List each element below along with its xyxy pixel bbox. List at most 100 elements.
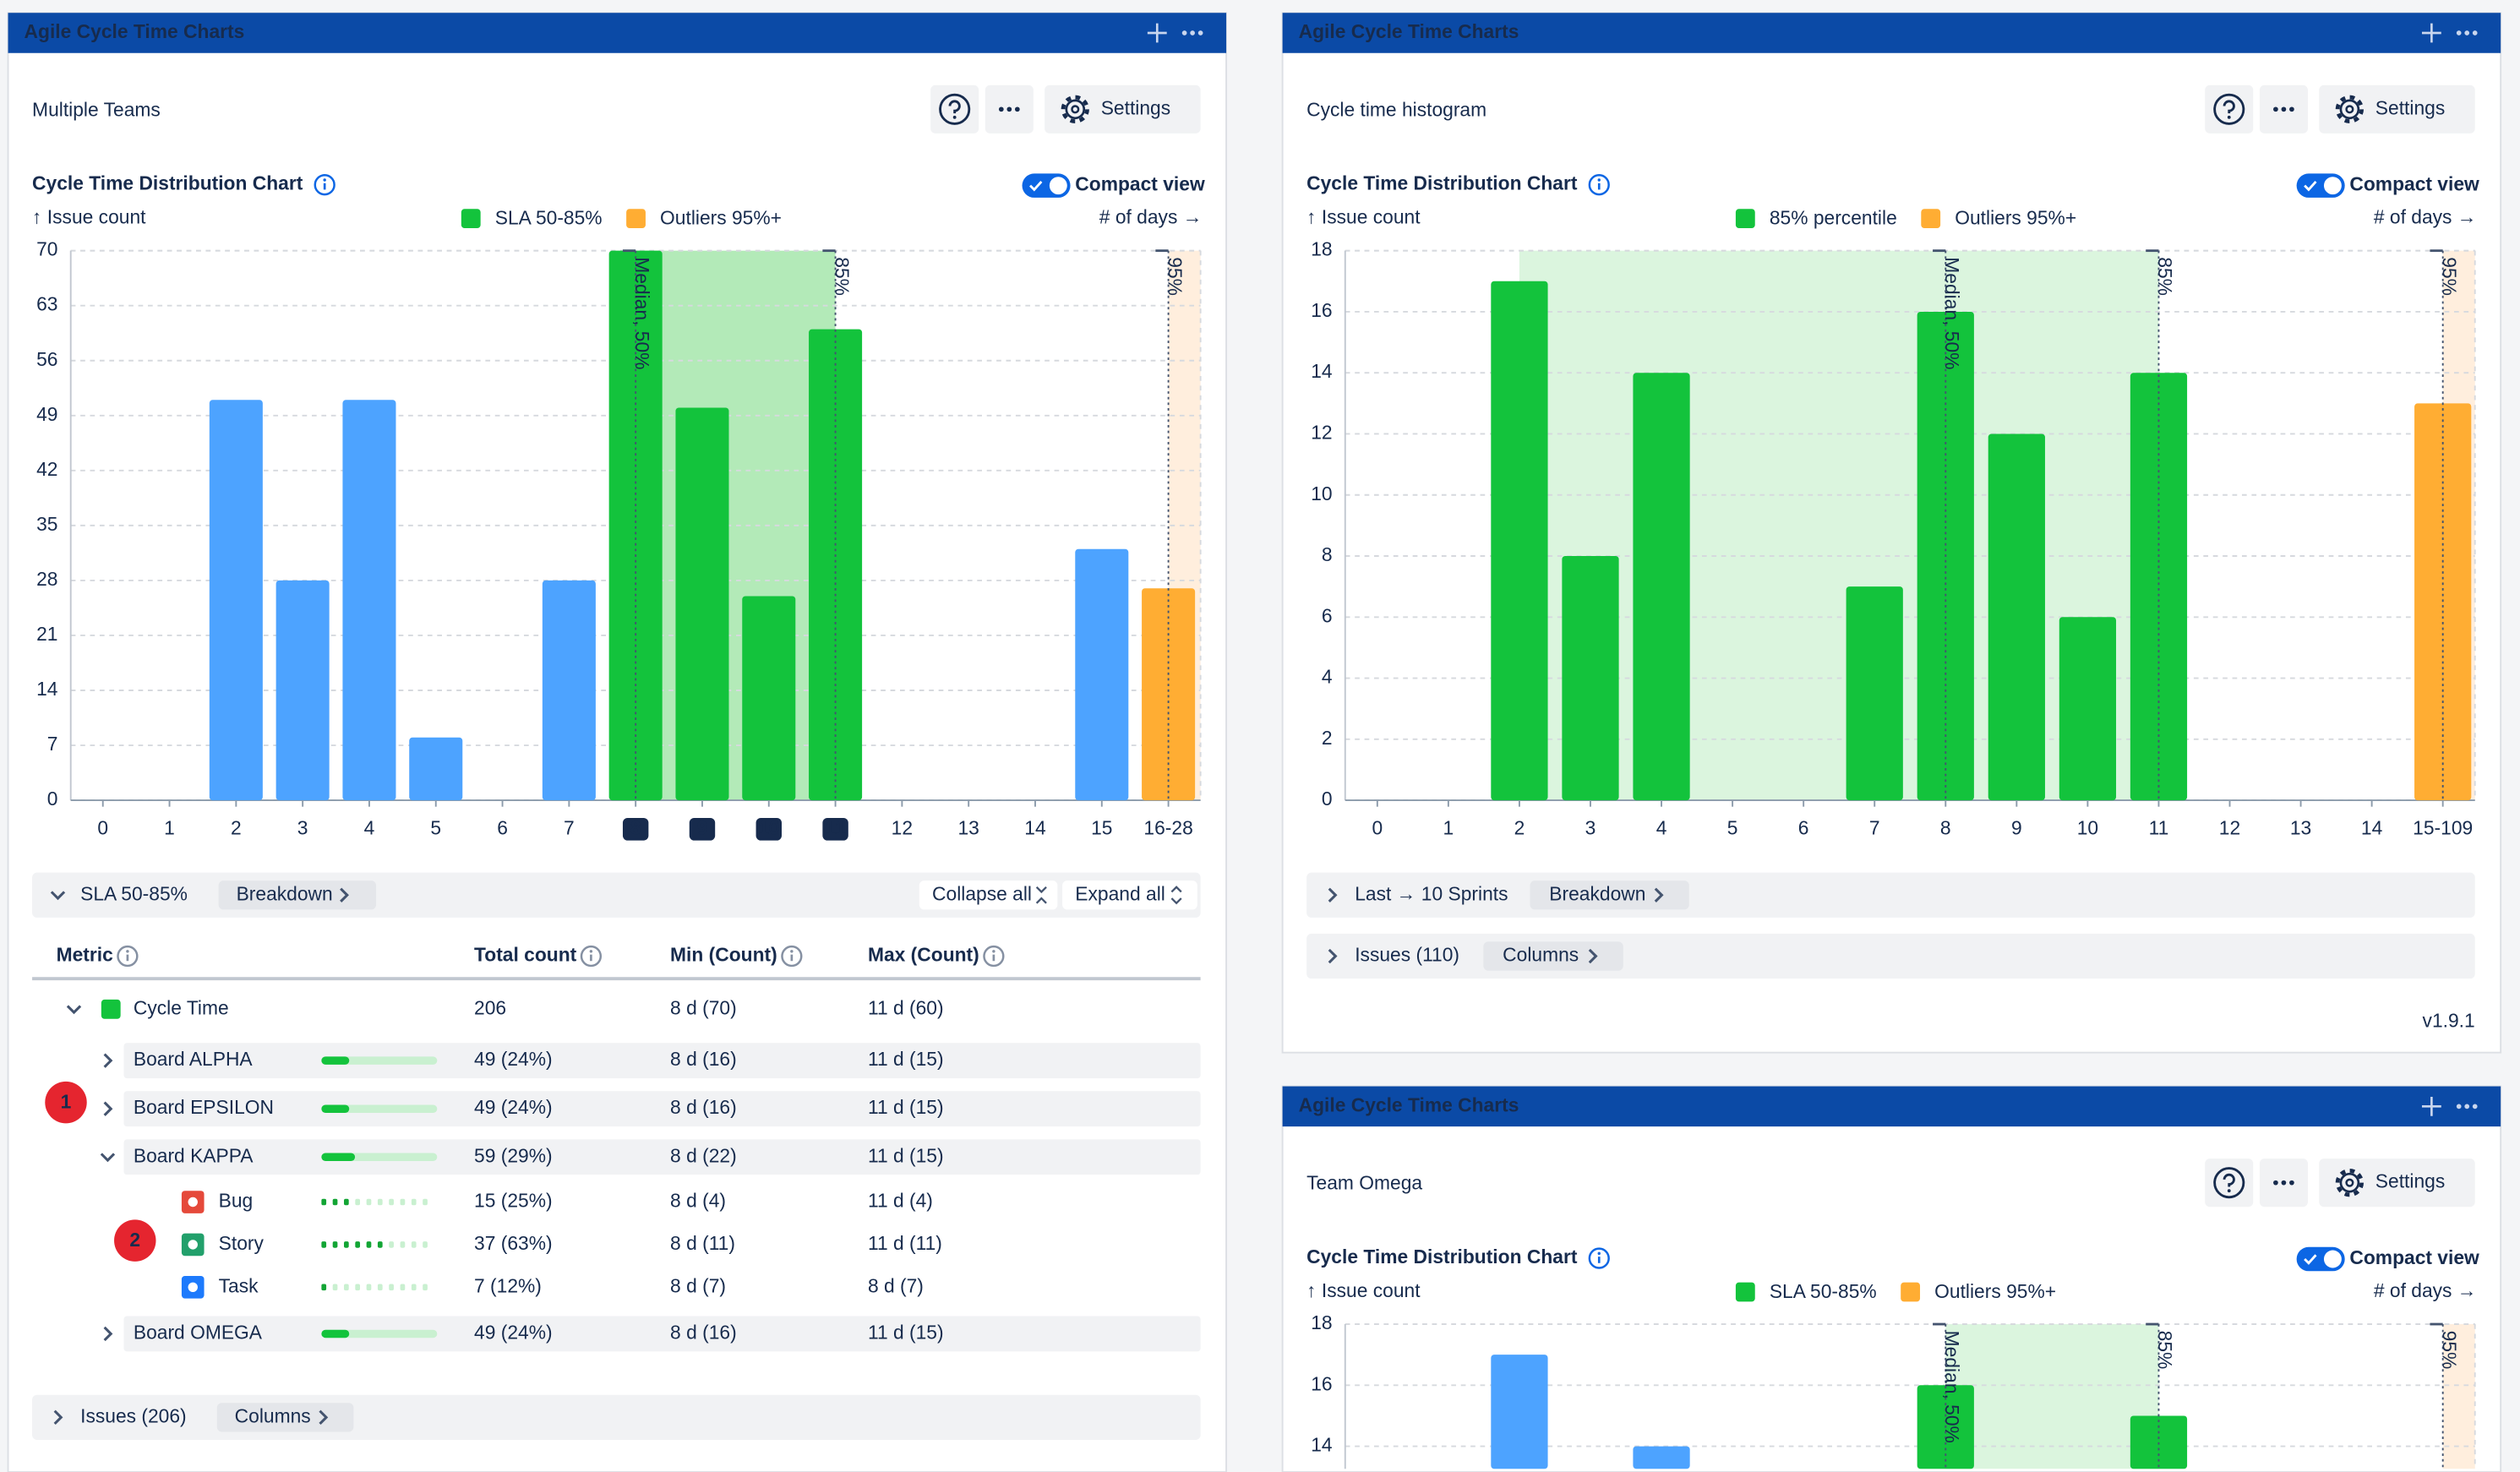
help-button[interactable]: [2205, 1159, 2254, 1208]
legend-swatch[interactable]: [1921, 209, 1941, 229]
compact-view-label: Compact view: [2349, 1246, 2479, 1268]
min-cell: 8 d (70): [670, 996, 737, 1018]
total-cell: 59 (29%): [474, 1144, 553, 1166]
chevron[interactable]: [340, 887, 349, 902]
columns-button[interactable]: [1483, 941, 1623, 971]
bar[interactable]: [2130, 1415, 2188, 1469]
share-dot: [377, 1241, 383, 1248]
bar[interactable]: [675, 407, 729, 801]
bar[interactable]: [1142, 588, 1196, 801]
chevron[interactable]: [1588, 948, 1598, 964]
bar[interactable]: [209, 400, 263, 801]
chart-heading: Cycle Time Distribution Chart: [1306, 1246, 1578, 1268]
help-button[interactable]: [2205, 85, 2254, 134]
help-icon: [2213, 93, 2245, 125]
bar[interactable]: [1633, 1446, 1690, 1469]
bar[interactable]: [1988, 433, 2045, 801]
dots-icon: [2456, 1104, 2462, 1109]
chevron[interactable]: [103, 1101, 113, 1116]
share-bar: [321, 1104, 350, 1113]
bar[interactable]: [409, 737, 463, 801]
chevron[interactable]: [319, 1409, 329, 1426]
legend-swatch[interactable]: [626, 209, 646, 229]
gear-ring: [1065, 99, 1086, 120]
settings-button[interactable]: [2319, 1159, 2475, 1208]
settings-button[interactable]: [1045, 85, 1201, 134]
type-icon-glyph: [188, 1240, 198, 1250]
chevron[interactable]: [53, 1409, 63, 1426]
y-tick-label: 0: [47, 788, 58, 810]
board-label: Board OMEGA: [134, 1321, 263, 1343]
callout: [114, 1219, 156, 1262]
sla-shade: [1945, 1324, 2159, 1469]
legend-label: SLA 50-85%: [1770, 1280, 1877, 1302]
bar[interactable]: [608, 250, 663, 801]
chevron[interactable]: [1328, 948, 1338, 964]
settings-button[interactable]: [2319, 85, 2475, 134]
share-bar: [321, 1153, 356, 1162]
info-icon: [580, 945, 603, 968]
info-icon: [117, 945, 139, 968]
legend-swatch[interactable]: [1735, 209, 1755, 229]
breakdown-button[interactable]: [218, 880, 377, 910]
bar[interactable]: [1562, 556, 1619, 801]
chevron[interactable]: [50, 891, 66, 901]
y-axis-label: ↑ Issue count: [1306, 206, 1421, 228]
bar[interactable]: [809, 329, 863, 801]
legend-swatch[interactable]: [1901, 1282, 1921, 1302]
chevron[interactable]: [103, 1326, 113, 1342]
max-cell: 11 d (60): [868, 996, 944, 1018]
toggle-check: [1029, 180, 1043, 192]
metric-label: Cycle Time: [134, 996, 229, 1018]
bar[interactable]: [1491, 1355, 1548, 1469]
gear-teeth: [2335, 1169, 2365, 1197]
chevron[interactable]: [100, 1153, 116, 1163]
breakdown-button[interactable]: [1530, 880, 1689, 910]
x-tick-label: 7: [564, 816, 575, 838]
x-tick-label: 5: [1727, 816, 1738, 838]
legend-label: 85% percentile: [1770, 207, 1897, 229]
chevron[interactable]: [66, 1005, 82, 1015]
share-track: [321, 1104, 438, 1113]
legend-swatch[interactable]: [1735, 1282, 1755, 1302]
bar[interactable]: [1846, 586, 1903, 801]
bar[interactable]: [275, 580, 330, 801]
bar[interactable]: [742, 596, 796, 801]
chevron[interactable]: [1654, 887, 1664, 902]
help-button[interactable]: [930, 85, 979, 134]
bar[interactable]: [1075, 548, 1129, 801]
bar[interactable]: [542, 580, 596, 801]
share-dot: [366, 1241, 372, 1248]
move-icon[interactable]: [2421, 1096, 2441, 1116]
bar[interactable]: [2130, 373, 2188, 801]
move-icon[interactable]: [1147, 23, 1167, 43]
collapse-icon: [1035, 886, 1047, 904]
share-dot: [366, 1198, 372, 1206]
x-tick-label: 14: [2361, 816, 2383, 838]
collapse-button[interactable]: [919, 880, 1058, 910]
min-cell: 8 d (16): [670, 1048, 737, 1070]
share-dot: [377, 1198, 383, 1206]
bar[interactable]: [1491, 281, 1548, 801]
legend-label: SLA 50-85%: [495, 207, 603, 229]
chevron[interactable]: [1328, 887, 1338, 902]
dots-icon: [2472, 1104, 2478, 1109]
share-dot: [332, 1198, 338, 1206]
columns-button[interactable]: [216, 1403, 354, 1432]
total-cell: 15 (25%): [474, 1190, 553, 1212]
legend-swatch[interactable]: [461, 209, 481, 229]
x-tick-label: 9: [2011, 816, 2022, 838]
chevron[interactable]: [103, 1053, 113, 1068]
bar[interactable]: [2059, 617, 2117, 801]
bar[interactable]: [1633, 373, 1690, 801]
callout-number: 2: [129, 1229, 140, 1251]
y-tick-label: 70: [36, 238, 57, 260]
toggle-knob: [2323, 177, 2342, 195]
column-header: Max (Count): [868, 944, 979, 966]
expand-button[interactable]: [1062, 880, 1197, 910]
gear-ring: [2339, 99, 2360, 120]
settings-label: Settings: [2375, 96, 2445, 118]
move-icon[interactable]: [2421, 23, 2441, 43]
breakdown-button-label: Breakdown: [1549, 882, 1645, 904]
bar[interactable]: [342, 400, 396, 801]
